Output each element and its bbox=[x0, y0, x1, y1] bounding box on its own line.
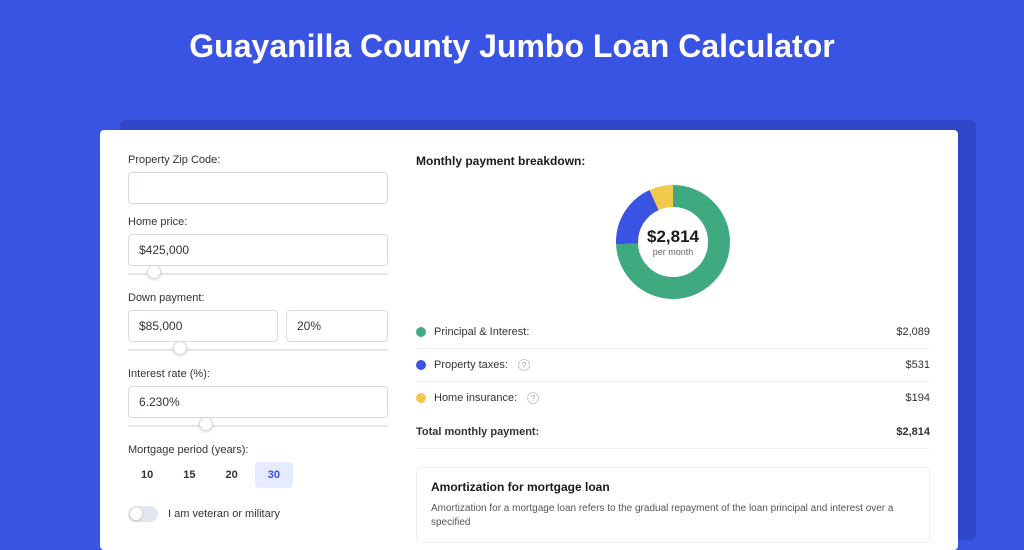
slider-track bbox=[128, 425, 388, 427]
help-icon[interactable]: ? bbox=[527, 392, 539, 404]
donut-center: $2,814 per month bbox=[613, 182, 733, 302]
breakdown-column: Monthly payment breakdown: $2,814 per mo… bbox=[416, 154, 930, 526]
veteran-row: I am veteran or military bbox=[128, 506, 388, 522]
legend-dot bbox=[416, 327, 426, 337]
toggle-knob bbox=[130, 508, 142, 520]
veteran-toggle[interactable] bbox=[128, 506, 158, 522]
page-title: Guayanilla County Jumbo Loan Calculator bbox=[0, 0, 1024, 83]
breakdown-label: Principal & Interest: bbox=[434, 326, 529, 338]
help-icon[interactable]: ? bbox=[518, 359, 530, 371]
slider-thumb[interactable] bbox=[199, 417, 213, 431]
interest-rate-input[interactable]: 6.230% bbox=[128, 386, 388, 418]
mortgage-period-label: Mortgage period (years): bbox=[128, 444, 388, 456]
legend-dot bbox=[416, 360, 426, 370]
home-price-label: Home price: bbox=[128, 216, 388, 228]
slider-thumb[interactable] bbox=[147, 265, 161, 279]
payment-donut-chart: $2,814 per month bbox=[613, 182, 733, 302]
period-option-20[interactable]: 20 bbox=[213, 462, 251, 488]
breakdown-value: $194 bbox=[906, 392, 930, 404]
total-label: Total monthly payment: bbox=[416, 426, 539, 438]
total-row: Total monthly payment: $2,814 bbox=[416, 414, 930, 449]
breakdown-title: Monthly payment breakdown: bbox=[416, 154, 930, 168]
mortgage-period-options: 10152030 bbox=[128, 462, 388, 488]
amortization-card: Amortization for mortgage loan Amortizat… bbox=[416, 467, 930, 543]
legend-dot bbox=[416, 393, 426, 403]
down-payment-slider[interactable] bbox=[128, 344, 388, 356]
down-payment-row: $85,000 20% bbox=[128, 310, 388, 342]
breakdown-row: Principal & Interest: $2,089 bbox=[416, 316, 930, 349]
breakdown-row: Property taxes:? $531 bbox=[416, 349, 930, 382]
breakdown-label: Home insurance: bbox=[434, 392, 517, 404]
period-option-30[interactable]: 30 bbox=[255, 462, 293, 488]
breakdown-label: Property taxes: bbox=[434, 359, 508, 371]
slider-thumb[interactable] bbox=[173, 341, 187, 355]
interest-rate-value: 6.230% bbox=[139, 395, 180, 409]
slider-track bbox=[128, 273, 388, 275]
breakdown-row: Home insurance:? $194 bbox=[416, 382, 930, 414]
zip-label: Property Zip Code: bbox=[128, 154, 388, 166]
veteran-label: I am veteran or military bbox=[168, 508, 280, 520]
breakdown-value: $2,089 bbox=[896, 326, 930, 338]
input-column: Property Zip Code: Home price: $425,000 … bbox=[128, 154, 388, 526]
home-price-slider[interactable] bbox=[128, 268, 388, 280]
down-percent-input[interactable]: 20% bbox=[286, 310, 388, 342]
period-option-15[interactable]: 15 bbox=[170, 462, 208, 488]
home-price-input[interactable]: $425,000 bbox=[128, 234, 388, 266]
total-value: $2,814 bbox=[896, 426, 930, 438]
interest-rate-label: Interest rate (%): bbox=[128, 368, 388, 380]
period-option-10[interactable]: 10 bbox=[128, 462, 166, 488]
zip-input[interactable] bbox=[128, 172, 388, 204]
donut-amount: $2,814 bbox=[647, 227, 699, 247]
breakdown-value: $531 bbox=[906, 359, 930, 371]
donut-wrap: $2,814 per month bbox=[416, 176, 930, 316]
down-amount-input[interactable]: $85,000 bbox=[128, 310, 278, 342]
amortization-title: Amortization for mortgage loan bbox=[431, 480, 915, 494]
donut-sub-label: per month bbox=[653, 247, 694, 257]
slider-track bbox=[128, 349, 388, 351]
home-price-value: $425,000 bbox=[139, 243, 189, 257]
calculator-card: Property Zip Code: Home price: $425,000 … bbox=[100, 130, 958, 550]
down-amount-value: $85,000 bbox=[139, 319, 182, 333]
amortization-text: Amortization for a mortgage loan refers … bbox=[431, 502, 915, 530]
interest-rate-slider[interactable] bbox=[128, 420, 388, 432]
down-payment-label: Down payment: bbox=[128, 292, 388, 304]
down-percent-value: 20% bbox=[297, 319, 321, 333]
